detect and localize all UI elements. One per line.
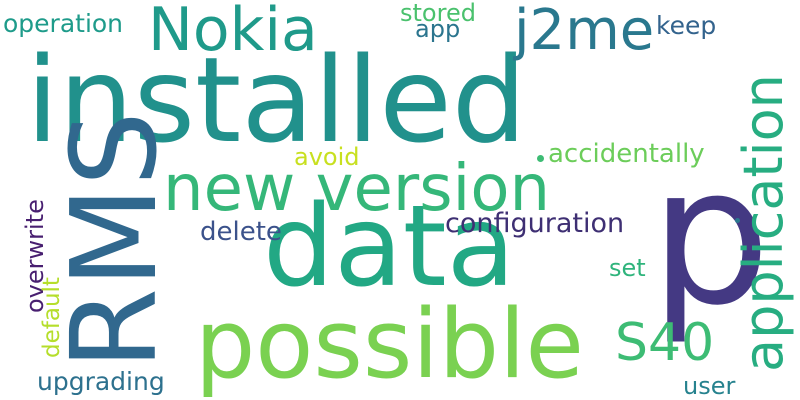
word-fragment-dot (537, 155, 544, 162)
word-fragment-dot (735, 218, 740, 223)
word-operation: operation (3, 9, 124, 38)
word-application: application (732, 74, 795, 372)
word-upgrading: upgrading (37, 367, 165, 396)
word-rms: RMS (45, 111, 183, 370)
word-app: app (415, 15, 461, 43)
word-avoid: avoid (294, 143, 360, 171)
word-data: data (263, 182, 516, 312)
word-p: p (650, 126, 771, 347)
word-accidentally: accidentally (548, 139, 705, 169)
word-set: set (609, 254, 646, 282)
word-possible: possible (195, 290, 584, 400)
word-default: default (39, 277, 65, 358)
word-nokia: Nokia (148, 0, 318, 65)
word-stored: stored (400, 0, 476, 27)
word-j2me: j2me (514, 0, 655, 63)
word-configuration: configuration (445, 208, 625, 239)
word-delete: delete (200, 217, 282, 247)
word-user: user (683, 372, 736, 400)
word-installed: installed (26, 31, 527, 169)
word-keep: keep (656, 11, 717, 40)
word-new-version: new version (163, 152, 551, 226)
word-s40: S40 (615, 313, 715, 373)
